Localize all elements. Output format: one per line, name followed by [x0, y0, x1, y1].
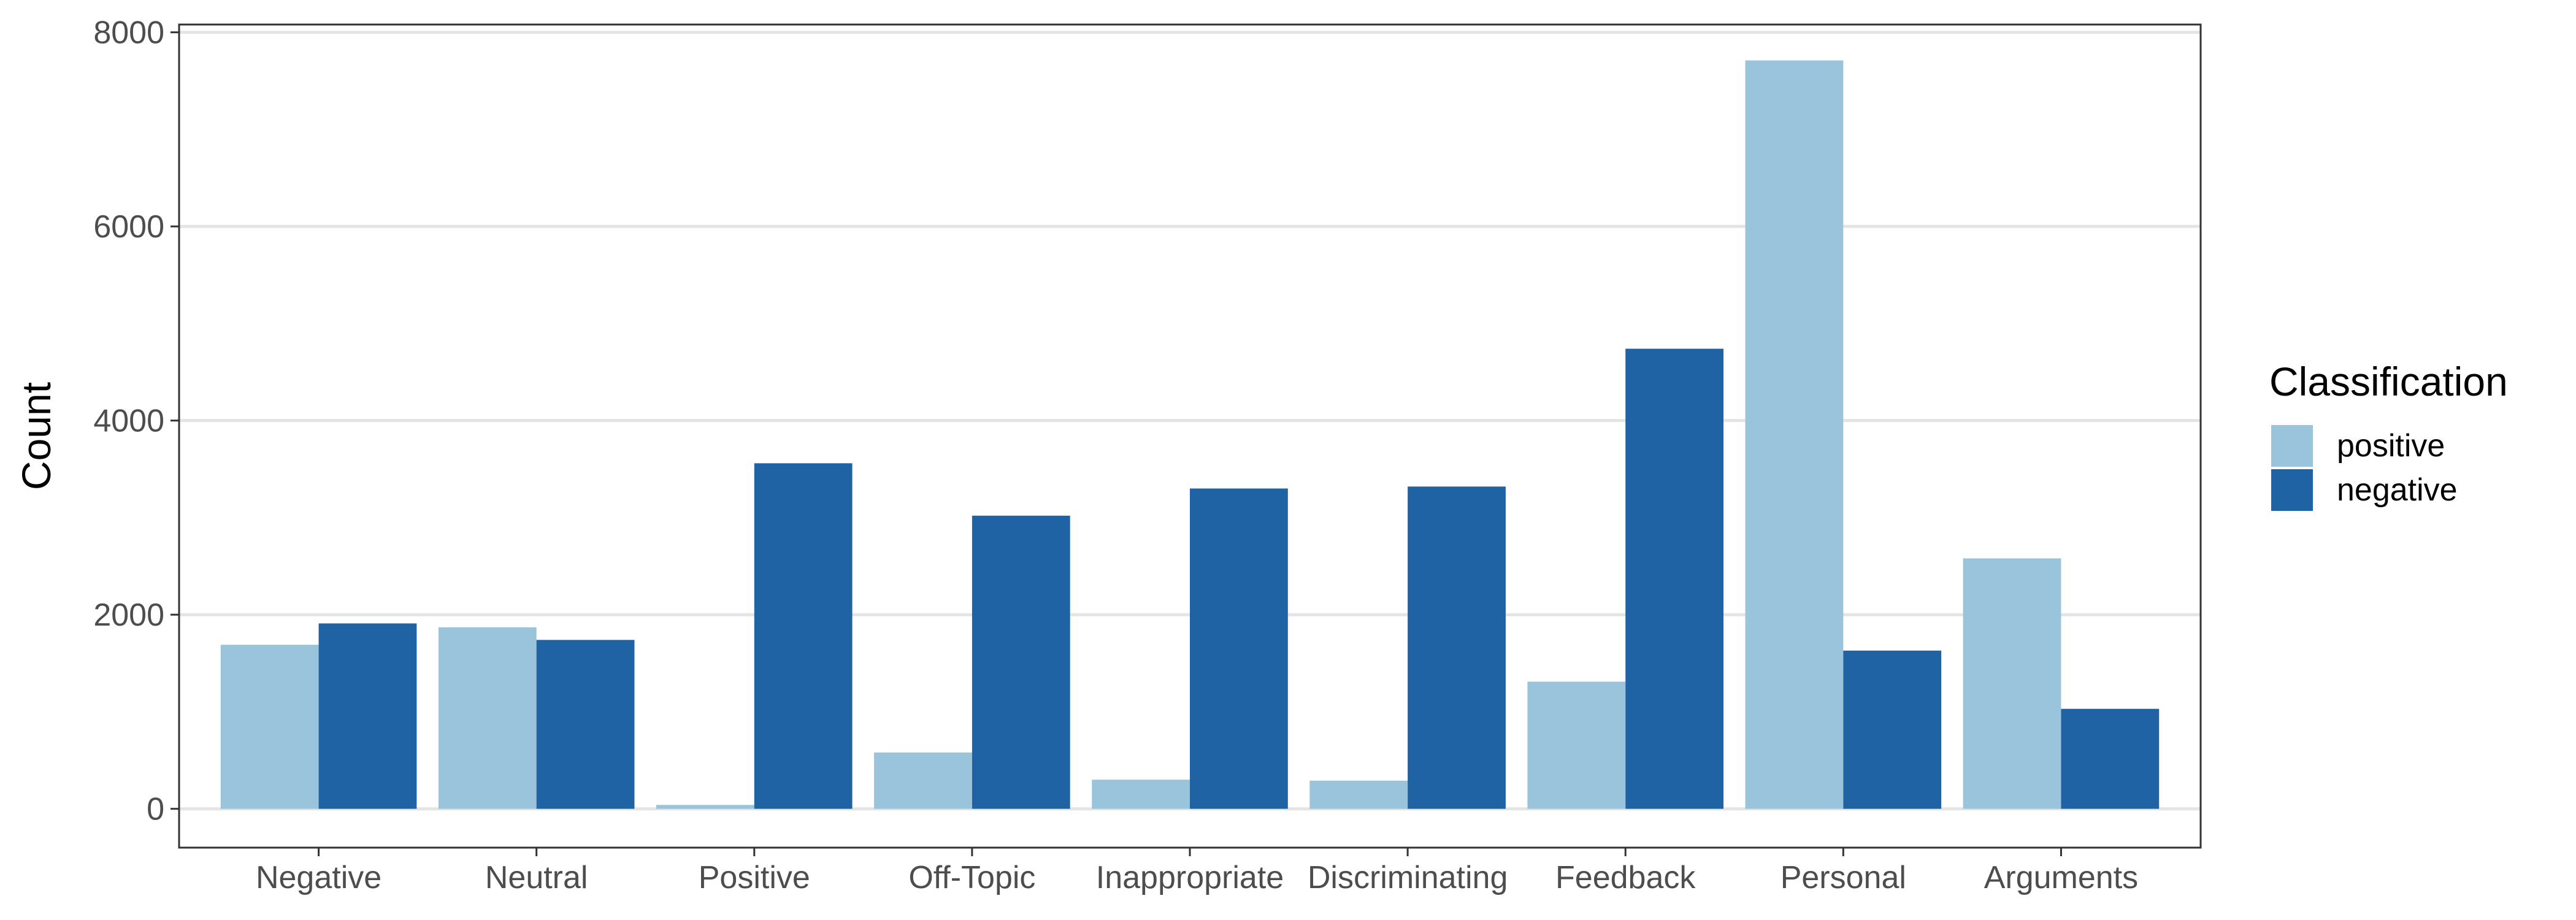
bar-positive-personal: [1745, 60, 1844, 809]
legend: Classification positive negative: [2269, 359, 2508, 511]
bar-positive-off-topic: [874, 752, 972, 809]
x-tick-label: Positive: [699, 860, 810, 895]
bar-positive-arguments: [1963, 558, 2061, 809]
x-tick-label: Arguments: [1984, 860, 2138, 895]
legend-items: positive negative: [2271, 425, 2458, 511]
y-tick-label: 6000: [93, 209, 164, 245]
x-axis: Negative Neutral Positive Off-Topic Inapprop…: [256, 848, 2138, 895]
y-tick-label: 4000: [93, 404, 164, 439]
x-tick-label: Inappropriate: [1096, 860, 1284, 895]
bar-positive-inappropriate: [1092, 780, 1190, 809]
bar-positive-feedback: [1527, 681, 1626, 809]
bars: [220, 60, 2160, 809]
x-tick-label: Off-Topic: [908, 860, 1035, 895]
legend-swatch-positive: [2271, 425, 2313, 467]
y-tick-label: 2000: [93, 597, 164, 633]
bar-negative-personal: [1843, 650, 1942, 809]
legend-title: Classification: [2269, 359, 2508, 404]
bar-negative-off-topic: [972, 515, 1070, 809]
y-tick-label: 0: [147, 792, 164, 827]
y-axis-title: Count: [13, 382, 59, 490]
bar-negative-arguments: [2061, 708, 2160, 809]
bar-positive-neutral: [438, 627, 537, 809]
bar-positive-negative: [220, 645, 319, 809]
y-tick-label: 8000: [93, 15, 164, 51]
x-tick-label: Feedback: [1555, 860, 1696, 895]
bar-positive-discriminating: [1309, 780, 1408, 809]
bar-negative-negative: [318, 623, 417, 809]
bar-positive-positive: [656, 805, 754, 809]
bar-negative-inappropriate: [1190, 488, 1288, 809]
bar-negative-discriminating: [1408, 486, 1506, 809]
bar-negative-neutral: [536, 640, 635, 809]
x-tick-label: Negative: [256, 860, 381, 895]
legend-label-negative: negative: [2337, 472, 2458, 508]
legend-label-positive: positive: [2337, 428, 2445, 464]
legend-swatch-negative: [2271, 469, 2313, 511]
bar-negative-feedback: [1625, 348, 1724, 809]
bar-negative-positive: [754, 463, 853, 809]
x-tick-label: Personal: [1781, 860, 1906, 895]
x-tick-label: Discriminating: [1308, 860, 1508, 895]
x-tick-label: Neutral: [485, 860, 588, 895]
y-axis: 0 2000 4000 6000 8000: [93, 15, 179, 827]
